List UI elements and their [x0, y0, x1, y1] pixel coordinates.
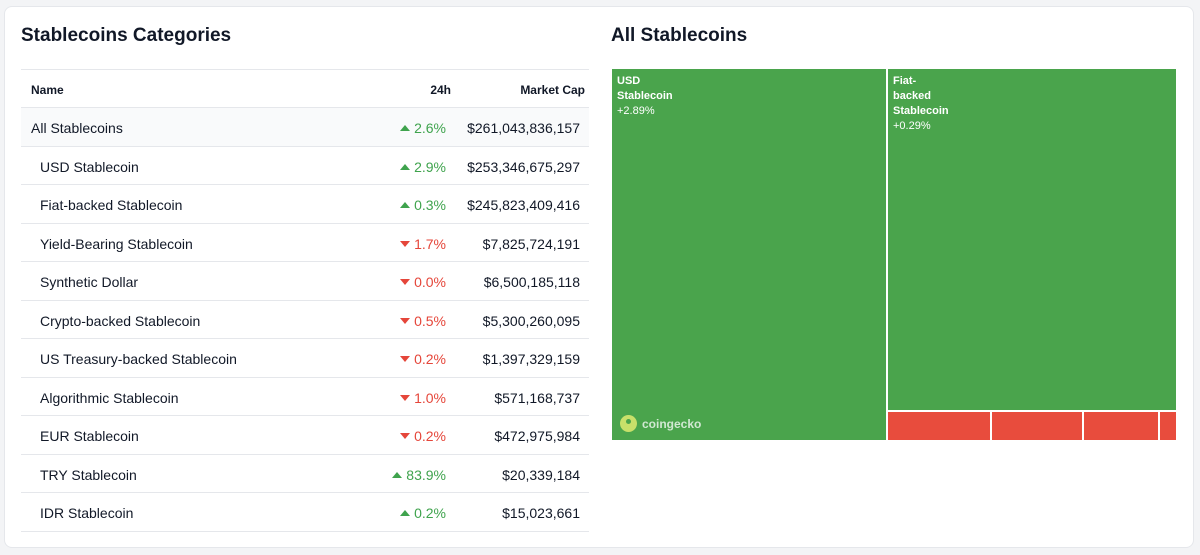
- change-24h: 0.0%: [400, 274, 446, 290]
- category-name[interactable]: Crypto-backed Stablecoin: [40, 312, 201, 329]
- tile-change: +0.29%: [893, 120, 931, 132]
- change-value: 2.9%: [414, 158, 446, 175]
- category-name[interactable]: EUR Stablecoin: [40, 428, 139, 444]
- column-header-name[interactable]: Name: [31, 83, 64, 97]
- caret-up-icon: [400, 163, 411, 170]
- table-row[interactable]: TRY Stablecoin 83.9% $20,339,184: [21, 455, 589, 493]
- category-name[interactable]: Fiat-backed Stablecoin: [40, 197, 183, 213]
- column-header-24h[interactable]: 24h: [430, 83, 451, 97]
- market-cap-value: $15,023,661: [502, 505, 580, 521]
- category-name[interactable]: TRY Stablecoin: [40, 466, 137, 483]
- table-row[interactable]: Synthetic Dollar 0.0% $6,500,185,118: [21, 262, 589, 301]
- table-body: All Stablecoins 2.6% $261,043,836,157 USD S…: [21, 108, 589, 532]
- table-row[interactable]: Fiat-backed Stablecoin 0.3% $245,823,409,4…: [21, 185, 589, 224]
- caret-down-icon: [400, 279, 411, 285]
- market-cap-value: $261,043,836,157: [467, 120, 580, 136]
- categories-title: Stablecoins Categories: [21, 25, 232, 46]
- change-value: 0.0%: [414, 274, 446, 290]
- caret-down-icon: [400, 433, 411, 439]
- table-row[interactable]: EUR Stablecoin 0.2% $472,975,984: [21, 416, 589, 455]
- market-cap-value: $20,339,184: [502, 466, 580, 483]
- change-value: 0.2%: [414, 351, 446, 367]
- category-name[interactable]: USD Stablecoin: [40, 158, 139, 175]
- table-row[interactable]: US Treasury-backed Stablecoin 0.2% $1,397,…: [21, 339, 589, 378]
- change-24h: 0.2%: [400, 351, 446, 367]
- table-row[interactable]: Algorithmic Stablecoin 1.0% $571,168,737: [21, 378, 589, 416]
- column-header-market-cap[interactable]: Market Cap: [520, 83, 585, 97]
- tile-synthetic-dollar[interactable]: [991, 411, 1083, 441]
- tile-label: USD Stablecoin +2.89%: [617, 75, 673, 117]
- caret-down-icon: [400, 240, 411, 247]
- change-24h: 83.9%: [392, 467, 446, 483]
- coingecko-watermark: coingecko: [620, 415, 701, 432]
- market-cap-value: $7,825,724,191: [482, 235, 580, 252]
- caret-up-icon: [400, 202, 411, 208]
- change-24h: 0.2%: [400, 428, 446, 444]
- category-name[interactable]: IDR Stablecoin: [40, 505, 134, 521]
- tile-change: +2.89%: [617, 105, 655, 117]
- caret-down-icon: [400, 394, 411, 401]
- categories-table: Name 24h Market Cap All Stablecoins 2.6% $…: [21, 69, 589, 532]
- treemap: USD Stablecoin +2.89% coingecko Fiat- ba…: [611, 68, 1177, 441]
- tile-fiat-backed-stablecoin[interactable]: Fiat- backed Stablecoin +0.29%: [887, 68, 1177, 411]
- tile-label: Fiat- backed Stablecoin +0.29%: [893, 75, 949, 132]
- caret-up-icon: [392, 471, 403, 478]
- change-value: 1.0%: [414, 389, 446, 406]
- change-24h: 2.9%: [400, 159, 446, 175]
- caret-down-icon: [400, 317, 411, 324]
- caret-down-icon: [400, 356, 411, 362]
- tile-yield-bearing-stablecoin[interactable]: [887, 411, 991, 441]
- category-name[interactable]: Algorithmic Stablecoin: [40, 389, 179, 406]
- change-value: 1.7%: [414, 235, 446, 252]
- table-row[interactable]: Crypto-backed Stablecoin 0.5% $5,300,260,0…: [21, 301, 589, 339]
- table-row[interactable]: IDR Stablecoin 0.2% $15,023,661: [21, 493, 589, 532]
- market-cap-value: $245,823,409,416: [467, 197, 580, 213]
- table-row[interactable]: Yield-Bearing Stablecoin 1.7% $7,825,724,1…: [21, 224, 589, 262]
- category-name[interactable]: US Treasury-backed Stablecoin: [40, 351, 237, 367]
- change-24h: 1.0%: [400, 390, 446, 406]
- change-value: 0.5%: [414, 312, 446, 329]
- tile-usd-stablecoin[interactable]: USD Stablecoin +2.89% coingecko: [611, 68, 887, 441]
- market-cap-value: $1,397,329,159: [482, 351, 580, 367]
- table-row[interactable]: USD Stablecoin 2.9% $253,346,675,297: [21, 147, 589, 185]
- market-cap-value: $6,500,185,118: [483, 274, 580, 290]
- table-row[interactable]: All Stablecoins 2.6% $261,043,836,157: [21, 108, 589, 147]
- change-24h: 0.2%: [400, 505, 446, 521]
- market-cap-value: $5,300,260,095: [482, 312, 580, 329]
- change-24h: 2.6%: [400, 120, 446, 136]
- market-cap-value: $253,346,675,297: [467, 158, 580, 175]
- category-name[interactable]: All Stablecoins: [31, 120, 123, 136]
- change-value: 2.6%: [414, 120, 446, 136]
- treemap-title: All Stablecoins: [611, 25, 748, 46]
- change-24h: 0.3%: [400, 197, 446, 213]
- change-value: 83.9%: [406, 466, 446, 483]
- tile-crypto-backed-stablecoin[interactable]: [1083, 411, 1159, 441]
- caret-up-icon: [400, 510, 411, 516]
- caret-up-icon: [400, 125, 411, 131]
- market-cap-value: $472,975,984: [494, 428, 580, 444]
- tile-us-treasury-backed-stablecoin[interactable]: [1159, 411, 1177, 441]
- change-24h: 1.7%: [400, 236, 446, 252]
- table-header: Name 24h Market Cap: [21, 69, 589, 108]
- change-value: 0.2%: [414, 428, 446, 444]
- change-value: 0.3%: [414, 197, 446, 213]
- category-name[interactable]: Synthetic Dollar: [40, 274, 139, 290]
- stablecoins-card: Stablecoins Categories All Stablecoins N…: [4, 6, 1194, 548]
- change-24h: 0.5%: [400, 313, 446, 329]
- change-value: 0.2%: [414, 505, 446, 521]
- category-name[interactable]: Yield-Bearing Stablecoin: [40, 235, 193, 252]
- market-cap-value: $571,168,737: [494, 389, 580, 406]
- coingecko-logo-icon: [620, 415, 637, 432]
